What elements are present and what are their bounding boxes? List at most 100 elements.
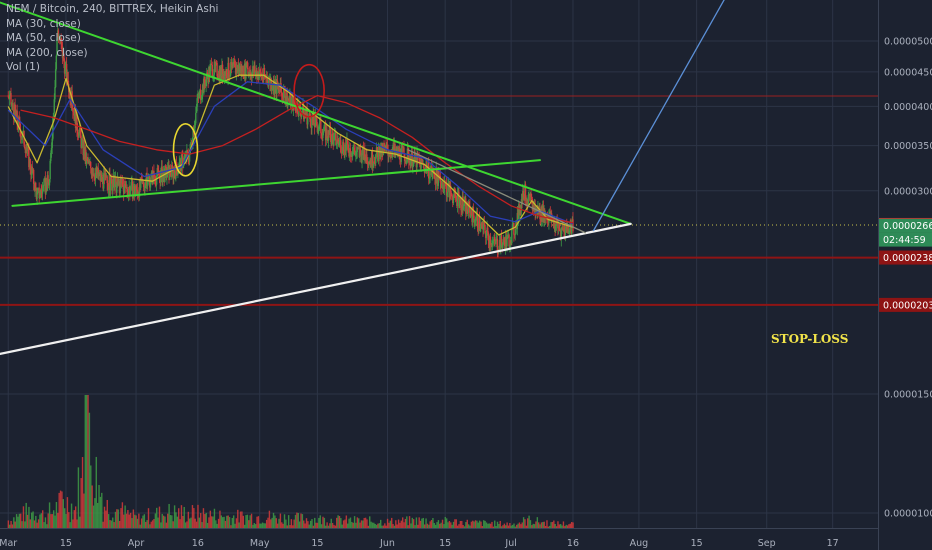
volume-bar: [107, 514, 110, 528]
legend-volume[interactable]: Vol (1): [6, 61, 40, 73]
candle-body: [152, 170, 154, 184]
volume-bar: [230, 525, 232, 528]
candle-body: [390, 152, 392, 156]
candle-body: [267, 80, 270, 86]
volume-bar: [232, 515, 235, 528]
candle-body: [140, 178, 143, 180]
stop-loss-annotation: STOP-LOSS: [771, 332, 849, 346]
volume-bar: [110, 520, 113, 528]
volume-bar: [454, 519, 456, 528]
volume-bar: [287, 515, 290, 528]
candle-body: [568, 230, 571, 233]
candle-body: [10, 104, 13, 106]
volume-bar: [473, 521, 475, 528]
candle-body: [511, 224, 514, 229]
candle-body: [508, 234, 510, 247]
candle-body: [206, 72, 209, 76]
volume-bar: [517, 523, 519, 528]
candle-body: [51, 138, 53, 148]
volume-bar: [187, 511, 190, 528]
volume-bar: [271, 517, 273, 528]
volume-bar: [10, 520, 12, 528]
volume-bar: [182, 515, 184, 528]
candle-body: [165, 166, 167, 178]
candle-body: [14, 104, 16, 112]
candle-body: [39, 195, 41, 199]
volume-bar: [355, 522, 357, 528]
volume-bar: [114, 511, 117, 528]
volume-bar: [206, 522, 209, 528]
volume-bar: [373, 522, 375, 528]
volume-bar: [380, 519, 382, 528]
candle-body: [32, 169, 35, 184]
candle-body: [67, 72, 69, 85]
volume-bar: [476, 520, 478, 528]
price-badge-bg: [879, 297, 932, 312]
candle-body: [106, 176, 108, 184]
candle-body: [173, 170, 176, 173]
candle-body: [153, 177, 156, 178]
volume-bar: [351, 521, 353, 528]
y-axis-panel: [879, 0, 932, 550]
volume-bar: [259, 523, 261, 528]
candle-body: [468, 201, 470, 206]
candle-body: [406, 161, 408, 164]
candle-body: [361, 150, 363, 163]
volume-bar: [90, 465, 92, 528]
volume-bar: [31, 512, 33, 528]
candle-body: [38, 187, 40, 199]
volume-bar: [483, 520, 485, 528]
volume-bar: [272, 512, 275, 528]
candle-body: [250, 72, 252, 77]
candle-body: [416, 153, 418, 168]
candle-body: [466, 202, 468, 211]
volume-bar: [550, 522, 552, 528]
volume-bar: [246, 514, 249, 528]
candle-body: [254, 72, 257, 75]
volume-bar: [270, 519, 272, 528]
volume-bar: [422, 517, 424, 528]
volume-bar: [138, 513, 140, 528]
y-tick-label: 0.00004500: [884, 67, 932, 78]
volume-bar: [549, 525, 551, 528]
candle-body: [111, 179, 113, 191]
volume-bar: [153, 518, 155, 528]
volume-bar: [414, 525, 416, 528]
volume-bar: [263, 523, 265, 528]
volume-bar: [58, 492, 60, 528]
candle-body: [85, 158, 88, 164]
candle-body: [194, 123, 196, 128]
volume-bar: [209, 510, 212, 528]
candle-body: [10, 93, 12, 105]
candle-body: [166, 174, 168, 178]
candle-body: [131, 181, 134, 199]
legend-ma200[interactable]: MA (200, close): [6, 46, 88, 59]
candle-body: [322, 132, 324, 138]
volume-bar: [412, 519, 415, 528]
candle-body: [192, 130, 194, 145]
legend-ma50[interactable]: MA (50, close): [6, 32, 81, 44]
price-badge-text: 0.00002663: [883, 221, 932, 232]
volume-bar: [29, 519, 32, 528]
candle-body: [237, 65, 240, 73]
volume-bar: [334, 525, 337, 528]
volume-bar: [123, 514, 125, 528]
volume-bar: [48, 502, 51, 528]
volume-bar: [566, 525, 569, 528]
candle-body: [57, 30, 60, 38]
candle-body: [495, 239, 497, 245]
candle-body: [431, 172, 433, 176]
legend-ma30[interactable]: MA (30, close): [6, 17, 81, 30]
candle-body: [105, 174, 107, 177]
volume-bar: [179, 519, 181, 528]
candle-body: [337, 139, 339, 143]
candle-body: [373, 161, 375, 166]
price-badge-text: 02:44:59: [883, 235, 926, 246]
ma-line-ma-200-close-: [20, 94, 574, 224]
volume-bar: [253, 523, 255, 528]
candle-body: [181, 154, 183, 157]
candle-body: [376, 147, 378, 152]
candle-body: [27, 146, 29, 149]
candle-body: [445, 184, 448, 196]
volume-bar: [250, 513, 253, 528]
